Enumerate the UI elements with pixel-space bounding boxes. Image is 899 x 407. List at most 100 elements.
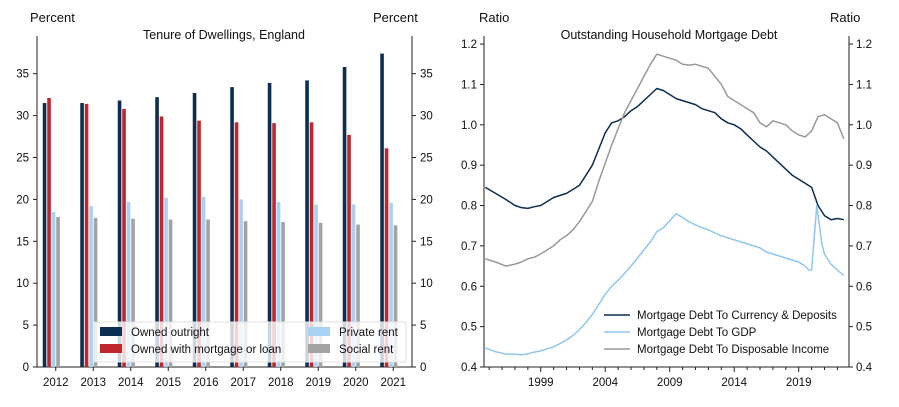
line-ytick-label-left: 1.0 [461, 120, 477, 132]
bar-ytick-label-left: 35 [16, 69, 29, 81]
bar-ytick-label-left: 15 [16, 236, 29, 248]
bar-ytick-label-left: 10 [16, 278, 29, 290]
line-ytick-label-left: 0.8 [461, 201, 477, 213]
line-right-axis-label: Ratio [830, 10, 860, 25]
bar-social-rent-2015 [168, 219, 173, 367]
bar-private-rent-2021 [389, 202, 393, 367]
bar-ytick-label-right: 5 [420, 320, 426, 332]
bar-owned-outright-2016 [192, 92, 197, 368]
bar-owned-with-mortgage-or-loan-2012 [47, 98, 51, 367]
line-legend: Mortgage Debt To Currency & Deposits Mor… [604, 310, 837, 356]
line-ytick-label-right: 0.7 [856, 241, 872, 253]
line-ytick-label-right: 1.0 [856, 120, 872, 132]
bar-owned-with-mortgage-or-loan-2013 [84, 103, 89, 367]
bar-social-rent-2019 [318, 222, 323, 367]
bar-private-rent-2017 [239, 199, 243, 367]
legend-swatch-private-rent [308, 327, 330, 336]
bar-legend-frame [93, 321, 407, 363]
line-ytick-label-left: 0.4 [461, 362, 478, 374]
bar-series [42, 53, 398, 368]
bar-social-rent-2017 [243, 221, 248, 367]
legend-label-private-rent: Private rent [339, 327, 399, 339]
bar-social-rent-2013 [93, 217, 98, 367]
bar-xtick-label: 2015 [155, 377, 181, 389]
line-mortgage-debt-to-disposable-income [485, 53, 845, 267]
bar-private-rent-2012 [51, 211, 56, 367]
bar-owned-with-mortgage-or-loan-2021 [384, 148, 389, 367]
bar-xtick-label: 2017 [230, 377, 256, 389]
bar-xtick-label: 2014 [118, 377, 144, 389]
line-series [484, 53, 845, 356]
line-ytick-label-right: 1.1 [856, 79, 872, 91]
bar-social-rent-2016 [206, 219, 210, 367]
line-ytick-label-left: 0.7 [461, 241, 477, 253]
bar-private-rent-2019 [314, 204, 318, 367]
bar-xtick-label: 2019 [305, 377, 331, 389]
bar-chart-title: Tenure of Dwellings, England [143, 28, 305, 42]
bar-chart-panel: Percent Percent Tenure of Dwellings, Eng… [16, 10, 433, 389]
line-ytick-label-left: 0.6 [461, 281, 477, 293]
bar-private-rent-2015 [164, 197, 168, 367]
bar-owned-outright-2014 [117, 100, 122, 367]
legend-label-gdp: Mortgage Debt To GDP [637, 327, 757, 339]
line-ytick-label-right: 0.6 [856, 281, 872, 293]
line-ytick-label-left: 0.5 [461, 322, 477, 334]
line-mortgage-debt-to-gdp [485, 204, 845, 356]
bar-social-rent-2018 [281, 222, 285, 367]
legend-label-currency-deposits: Mortgage Debt To Currency & Deposits [637, 310, 837, 322]
line-chart-panel: Ratio Ratio Outstanding Household Mortga… [461, 10, 873, 389]
bar-xtick-label: 2012 [43, 377, 69, 389]
bar-private-rent-2016 [201, 196, 206, 367]
bar-xtick-label: 2018 [268, 377, 294, 389]
line-ytick-label-right: 0.4 [856, 362, 873, 374]
line-ytick-label-left: 1.1 [461, 79, 477, 91]
bar-ytick-label-right: 30 [420, 111, 433, 123]
bar-social-rent-2014 [131, 218, 135, 367]
bar-right-axis-label: Percent [373, 10, 418, 25]
bar-xtick-label: 2020 [343, 377, 369, 389]
line-mortgage-debt-to-currency-deposits [484, 87, 844, 221]
line-chart-title: Outstanding Household Mortgage Debt [561, 28, 778, 42]
line-ytick-label-left: 1.2 [461, 39, 477, 51]
bar-ytick-label-right: 15 [420, 236, 433, 248]
bar-private-rent-2020 [351, 204, 356, 367]
bar-owned-with-mortgage-or-loan-2020 [347, 134, 351, 367]
bar-ytick-label-left: 30 [16, 111, 29, 123]
bar-private-rent-2014 [126, 201, 131, 367]
bar-private-rent-2013 [89, 206, 93, 367]
line-xtick-label: 2019 [786, 377, 812, 389]
bar-social-rent-2021 [393, 225, 398, 367]
bar-owned-outright-2020 [342, 67, 347, 367]
legend-swatch-owned-mortgage [100, 344, 122, 353]
bar-ytick-label-right: 10 [420, 278, 433, 290]
line-ytick-label-right: 1.2 [856, 39, 872, 51]
bar-owned-with-mortgage-or-loan-2017 [234, 122, 239, 367]
bar-left-axis-label: Percent [30, 10, 75, 25]
bar-legend: Owned outright Owned with mortgage or lo… [93, 321, 407, 363]
line-xtick-label: 1999 [528, 377, 554, 389]
bar-owned-with-mortgage-or-loan-2015 [159, 116, 164, 367]
bar-xtick-label: 2016 [193, 377, 219, 389]
bar-ytick-label-right: 0 [420, 362, 426, 374]
bar-ytick-label-right: 20 [420, 194, 433, 206]
legend-label-owned-outright: Owned outright [131, 327, 210, 339]
bar-owned-with-mortgage-or-loan-2014 [122, 108, 126, 367]
bar-ytick-label-left: 25 [16, 153, 29, 165]
bar-owned-outright-2015 [155, 97, 159, 367]
bar-owned-outright-2017 [230, 87, 234, 367]
line-ytick-label-right: 0.9 [856, 160, 872, 172]
legend-swatch-owned-outright [100, 327, 122, 336]
bar-xtick-label: 2013 [80, 377, 106, 389]
bar-owned-outright-2021 [380, 53, 384, 367]
line-left-axis-label: Ratio [479, 10, 509, 25]
bar-owned-with-mortgage-or-loan-2018 [272, 123, 276, 367]
line-xtick-label: 2014 [721, 377, 747, 389]
bar-owned-outright-2013 [80, 103, 84, 368]
line-ytick-label-right: 0.5 [856, 322, 872, 334]
bar-owned-with-mortgage-or-loan-2016 [197, 120, 201, 368]
bar-owned-outright-2019 [305, 80, 309, 367]
bar-owned-outright-2012 [42, 103, 47, 368]
bar-ytick-label-left: 0 [23, 362, 29, 374]
